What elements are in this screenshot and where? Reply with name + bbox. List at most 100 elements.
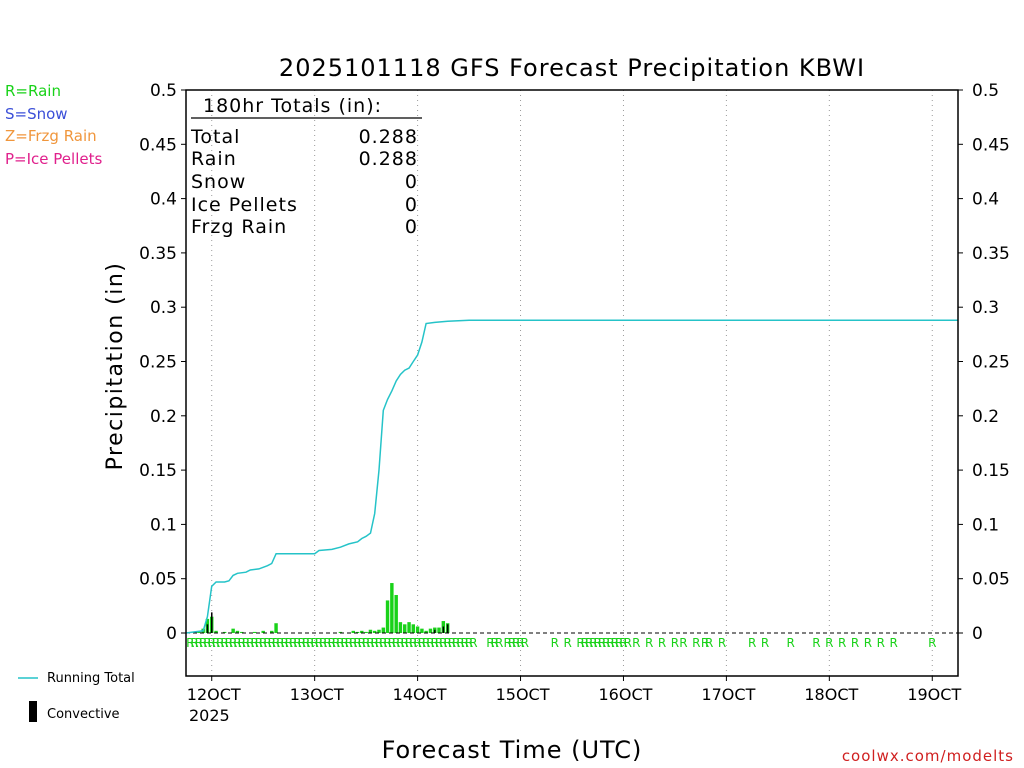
type-marker-rain: R	[220, 636, 228, 650]
type-marker-rain: R	[928, 636, 936, 650]
type-marker-rain: R	[225, 636, 233, 650]
type-marker-rain: R	[516, 636, 524, 650]
type-marker-rain: R	[315, 636, 323, 650]
convective-bar	[442, 626, 445, 633]
type-marker-rain: R	[319, 636, 327, 650]
x-axis-title: Forecast Time (UTC)	[382, 736, 643, 764]
precip-bar	[270, 630, 274, 633]
y-tick-label-left: 0	[166, 624, 177, 644]
totals-label-frzg-rain: Frzg Rain	[191, 216, 287, 238]
precip-bar	[394, 594, 398, 633]
precip-bar	[235, 630, 240, 633]
precip-bar	[411, 624, 415, 633]
precip-bar	[231, 628, 235, 633]
type-marker-rain: R	[323, 636, 331, 650]
type-marker-rain: R	[851, 636, 859, 650]
y-tick-label-right: 0.35	[972, 244, 1010, 264]
totals-header: 180hr Totals (in):	[203, 95, 382, 117]
y-tick-label-right: 0.15	[972, 461, 1010, 481]
type-marker-rain: R	[238, 636, 246, 650]
precip-bar	[197, 631, 201, 633]
type-marker-rain: R	[208, 636, 216, 650]
totals-box: 180hr Totals (in): Total 0.288 Rain 0.28…	[190, 95, 422, 238]
type-marker-rain: R	[255, 636, 263, 650]
type-marker-rain: R	[345, 636, 353, 650]
type-marker-rain: R	[748, 636, 756, 650]
type-marker-rain: R	[336, 636, 344, 650]
precip-bar	[381, 627, 386, 633]
precip-bar	[437, 627, 441, 633]
type-marker-rain: R	[461, 636, 469, 650]
type-marker-rain: R	[761, 636, 769, 650]
type-marker-rain: R	[431, 636, 439, 650]
precip-bar	[355, 631, 360, 633]
type-marker-rain: R	[401, 636, 409, 650]
running-total-line	[185, 319, 958, 634]
y-tick-label-left: 0.4	[150, 190, 177, 210]
type-marker-rain: R	[589, 636, 597, 650]
precip-bar	[338, 631, 343, 633]
type-marker-rain: R	[671, 636, 679, 650]
y-tick-label-right: 0.05	[972, 570, 1010, 590]
precip-bar	[360, 630, 364, 633]
precip-bar	[428, 628, 433, 633]
y-tick-label-left: 0.05	[139, 570, 177, 590]
y-tick-label-left: 0.1	[150, 515, 177, 535]
totals-value-rain: 0.288	[359, 148, 418, 170]
type-marker-rain: R	[426, 636, 434, 650]
type-marker-rain: R	[452, 636, 460, 650]
legend-ice-pellets: P=Ice Pellets	[5, 150, 102, 168]
grid-lines	[211, 90, 933, 676]
x-axis-ticks: 12OCT 13OCT 14OCT 15OCT 16OCT 17OCT 18OCT 19OCT	[187, 676, 961, 704]
legend-snow: S=Snow	[5, 105, 68, 123]
type-marker-rain: R	[787, 636, 795, 650]
y-tick-label-right: 0.4	[972, 190, 999, 210]
precip-bar	[351, 630, 355, 633]
y-tick-label-right: 0.25	[972, 353, 1010, 373]
type-marker-rain: R	[246, 636, 254, 650]
precip-bar	[377, 629, 381, 633]
x-tick-label: 17OCT	[701, 685, 755, 704]
type-marker-rain: R	[564, 636, 572, 650]
type-marker-rain: R	[263, 636, 271, 650]
series-legend: Running Total Convective	[18, 671, 135, 722]
type-marker-rain: R	[615, 636, 623, 650]
x-axis-year: 2025	[189, 706, 230, 725]
type-marker-rain: R	[341, 636, 349, 650]
type-marker-rain: R	[551, 636, 559, 650]
type-marker-rain: R	[379, 636, 387, 650]
type-marker-rain: R	[491, 636, 499, 650]
type-marker-rain: R	[229, 636, 237, 650]
precip-bar	[222, 631, 227, 633]
legend-convective-swatch	[29, 701, 37, 722]
type-marker-rain: R	[362, 636, 370, 650]
type-marker-rain: R	[259, 636, 267, 650]
type-marker-rain: R	[298, 636, 306, 650]
type-marker-rain: R	[718, 636, 726, 650]
totals-label-rain: Rain	[191, 148, 237, 170]
type-marker-rain: R	[701, 636, 709, 650]
type-marker-rain: R	[272, 636, 280, 650]
type-marker-rain: R	[658, 636, 666, 650]
precip-bar	[415, 626, 420, 633]
totals-value-ice-pellets: 0	[405, 194, 418, 216]
precip-bar	[274, 623, 278, 633]
type-marker-rain: R	[250, 636, 258, 650]
precip-bar	[372, 630, 377, 633]
type-marker-rain: R	[469, 636, 477, 650]
y-tick-label-left: 0.3	[150, 298, 177, 318]
type-marker-rain: R	[606, 636, 614, 650]
convective-bar	[446, 624, 449, 633]
plot-frame	[185, 89, 959, 677]
credit-text: coolwx.com/modelts	[842, 747, 1014, 765]
y-tick-label-right: 0.1	[972, 515, 999, 535]
precip-bar	[398, 622, 403, 633]
y-tick-label-left: 0.5	[150, 81, 177, 101]
type-marker-rain: R	[392, 636, 400, 650]
type-marker-rain: R	[371, 636, 379, 650]
type-marker-rain: R	[624, 636, 632, 650]
type-marker-rain: R	[186, 636, 194, 650]
type-marker-rain: R	[512, 636, 520, 650]
type-marker-rain: R	[242, 636, 250, 650]
